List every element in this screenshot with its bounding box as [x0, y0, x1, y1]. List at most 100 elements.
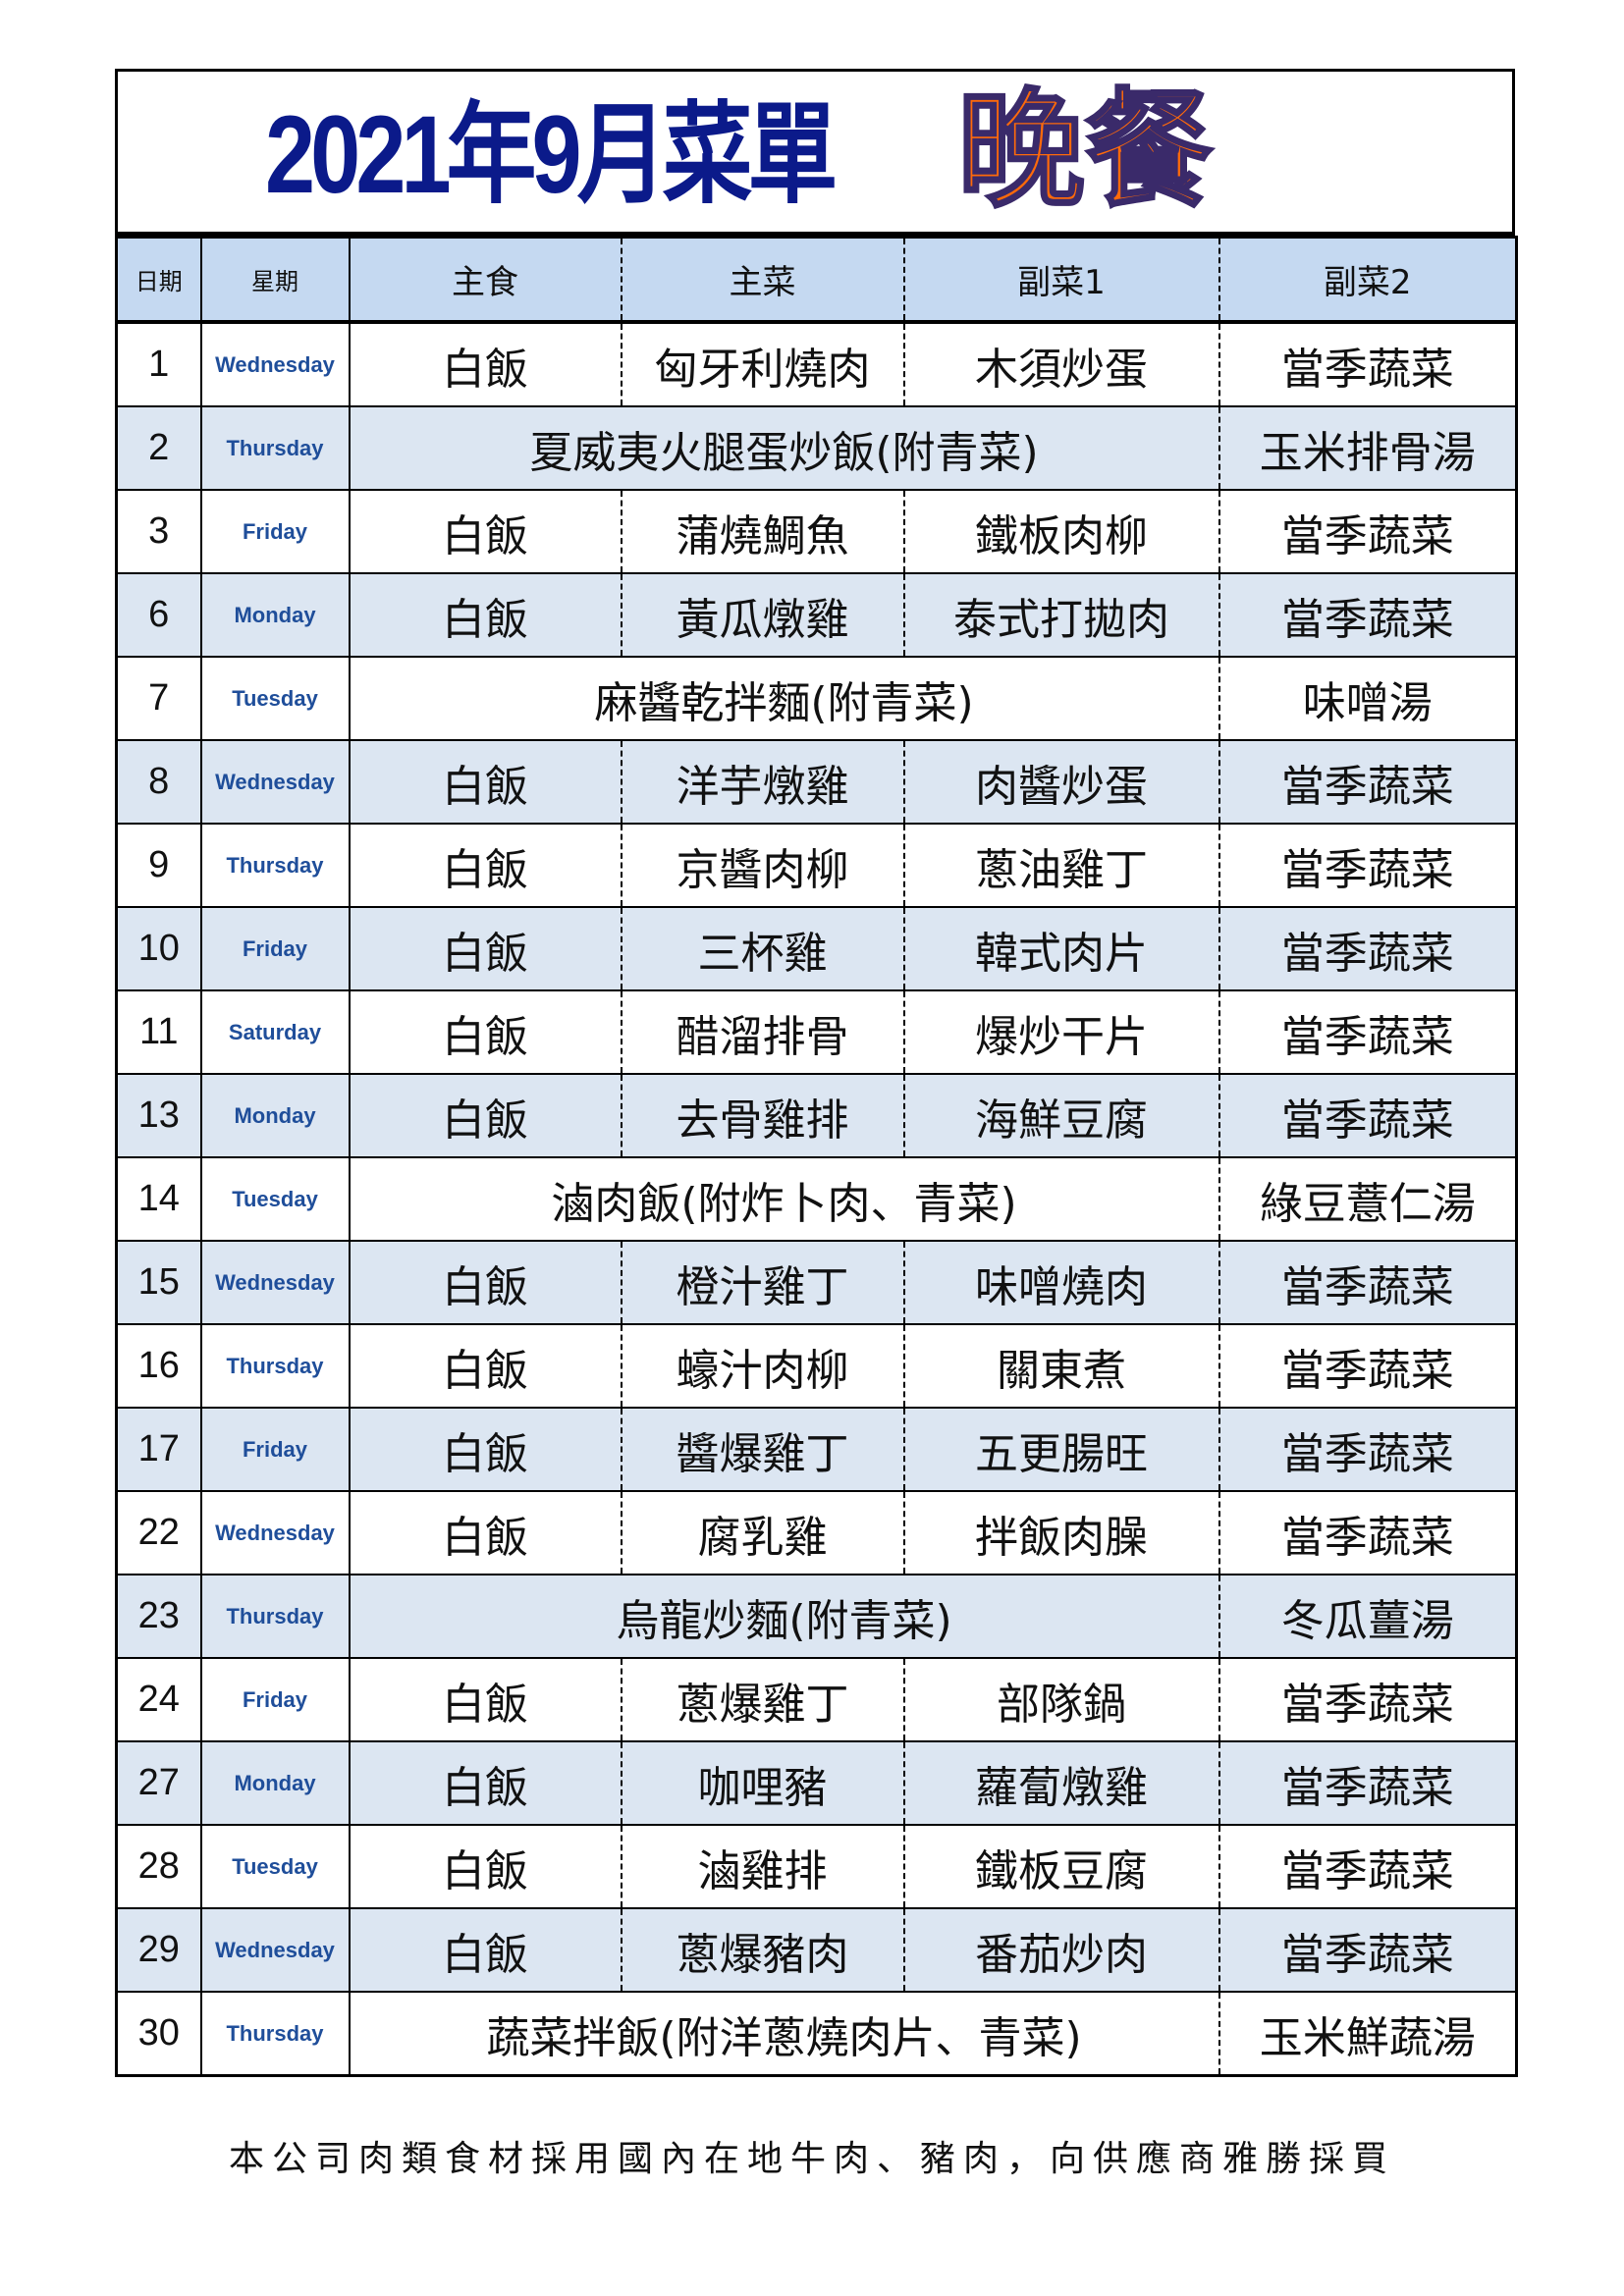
staple-cell: 白飯 — [348, 739, 623, 825]
main-dish-cell: 蔥爆豬肉 — [620, 1907, 905, 1993]
staple-cell: 白飯 — [348, 823, 623, 908]
title-box: 2021年9月菜單 晚餐 — [115, 69, 1515, 236]
side-dish-2-cell: 當季蔬菜 — [1218, 1740, 1518, 1826]
side-dish-2-cell: 當季蔬菜 — [1218, 989, 1518, 1075]
weekday-cell: Tuesday — [199, 656, 351, 741]
date-cell: 14 — [115, 1156, 202, 1242]
weekday-cell: Saturday — [199, 989, 351, 1075]
table-row: 11 Saturday 白飯 醋溜排骨 爆炒干片 當季蔬菜 — [115, 989, 1518, 1075]
date-cell: 13 — [115, 1073, 202, 1158]
table-row: 2 Thursday 夏威夷火腿蛋炒飯(附青菜) 玉米排骨湯 — [115, 405, 1518, 491]
side-dish-1-cell: 關東煮 — [902, 1323, 1220, 1409]
weekday-cell: Thursday — [199, 1574, 351, 1659]
weekday-cell: Wednesday — [199, 1490, 351, 1575]
staple-cell: 白飯 — [348, 1490, 623, 1575]
weekday-cell: Thursday — [199, 1323, 351, 1409]
staple-cell: 白飯 — [348, 1407, 623, 1492]
date-cell: 23 — [115, 1574, 202, 1659]
weekday-cell: Friday — [199, 489, 351, 574]
staple-cell: 白飯 — [348, 572, 623, 658]
weekday-cell: Thursday — [199, 405, 351, 491]
weekday-cell: Wednesday — [199, 1240, 351, 1325]
meal-title: 晚餐 — [955, 76, 1214, 225]
date-cell: 30 — [115, 1991, 202, 2077]
header-staple: 主食 — [348, 236, 623, 324]
table-row: 23 Thursday 烏龍炒麵(附青菜) 冬瓜薑湯 — [115, 1574, 1518, 1659]
main-dish-cell: 橙汁雞丁 — [620, 1240, 905, 1325]
side-dish-2-cell: 當季蔬菜 — [1218, 1240, 1518, 1325]
date-cell: 2 — [115, 405, 202, 491]
side-dish-2-cell: 冬瓜薑湯 — [1218, 1574, 1518, 1659]
side-dish-2-cell: 當季蔬菜 — [1218, 1490, 1518, 1575]
table-row: 28 Tuesday 白飯 滷雞排 鐵板豆腐 當季蔬菜 — [115, 1824, 1518, 1909]
staple-cell: 白飯 — [348, 989, 623, 1075]
combo-meal-cell: 夏威夷火腿蛋炒飯(附青菜) — [348, 405, 1220, 491]
main-dish-cell: 洋芋燉雞 — [620, 739, 905, 825]
main-dish-cell: 蒲燒鯛魚 — [620, 489, 905, 574]
side-dish-1-cell: 五更腸旺 — [902, 1407, 1220, 1492]
header-side2: 副菜2 — [1218, 236, 1518, 324]
combo-meal-cell: 烏龍炒麵(附青菜) — [348, 1574, 1220, 1659]
table-row: 14 Tuesday 滷肉飯(附炸卜肉、青菜) 綠豆薏仁湯 — [115, 1156, 1518, 1242]
weekday-cell: Tuesday — [199, 1824, 351, 1909]
table-row: 16 Thursday 白飯 蠔汁肉柳 關東煮 當季蔬菜 — [115, 1323, 1518, 1409]
table-row: 13 Monday 白飯 去骨雞排 海鮮豆腐 當季蔬菜 — [115, 1073, 1518, 1158]
weekday-cell: Tuesday — [199, 1156, 351, 1242]
side-dish-2-cell: 當季蔬菜 — [1218, 1657, 1518, 1742]
side-dish-1-cell: 爆炒干片 — [902, 989, 1220, 1075]
side-dish-1-cell: 韓式肉片 — [902, 906, 1220, 991]
main-dish-cell: 去骨雞排 — [620, 1073, 905, 1158]
date-cell: 15 — [115, 1240, 202, 1325]
side-dish-2-cell: 當季蔬菜 — [1218, 489, 1518, 574]
weekday-cell: Wednesday — [199, 321, 351, 407]
side-dish-2-cell: 味噌湯 — [1218, 656, 1518, 741]
staple-cell: 白飯 — [348, 1323, 623, 1409]
side-dish-1-cell: 部隊鍋 — [902, 1657, 1220, 1742]
date-cell: 7 — [115, 656, 202, 741]
table-row: 17 Friday 白飯 醬爆雞丁 五更腸旺 當季蔬菜 — [115, 1407, 1518, 1492]
date-cell: 3 — [115, 489, 202, 574]
date-cell: 17 — [115, 1407, 202, 1492]
menu-sheet: 2021年9月菜單 晚餐 日期 星期 主食 主菜 副菜1 副菜2 1 Wednes… — [115, 69, 1518, 2077]
date-cell: 8 — [115, 739, 202, 825]
side-dish-2-cell: 當季蔬菜 — [1218, 1407, 1518, 1492]
main-dish-cell: 蠔汁肉柳 — [620, 1323, 905, 1409]
weekday-cell: Monday — [199, 1073, 351, 1158]
side-dish-1-cell: 味噌燒肉 — [902, 1240, 1220, 1325]
table-row: 15 Wednesday 白飯 橙汁雞丁 味噌燒肉 當季蔬菜 — [115, 1240, 1518, 1325]
side-dish-1-cell: 海鮮豆腐 — [902, 1073, 1220, 1158]
side-dish-2-cell: 當季蔬菜 — [1218, 1824, 1518, 1909]
side-dish-1-cell: 番茄炒肉 — [902, 1907, 1220, 1993]
header-weekday: 星期 — [199, 236, 351, 324]
footer-note: 本公司肉類食材採用國內在地牛肉、豬肉，向供應商雅勝採買 — [228, 2139, 1395, 2179]
header-row: 日期 星期 主食 主菜 副菜1 副菜2 — [115, 236, 1518, 324]
weekday-cell: Wednesday — [199, 739, 351, 825]
date-cell: 1 — [115, 321, 202, 407]
staple-cell: 白飯 — [348, 1907, 623, 1993]
side-dish-1-cell: 蔥油雞丁 — [902, 823, 1220, 908]
main-dish-cell: 滷雞排 — [620, 1824, 905, 1909]
weekday-cell: Friday — [199, 906, 351, 991]
table-row: 8 Wednesday 白飯 洋芋燉雞 肉醬炒蛋 當季蔬菜 — [115, 739, 1518, 825]
side-dish-2-cell: 當季蔬菜 — [1218, 739, 1518, 825]
weekday-cell: Friday — [199, 1407, 351, 1492]
table-row: 6 Monday 白飯 黃瓜燉雞 泰式打拋肉 當季蔬菜 — [115, 572, 1518, 658]
staple-cell: 白飯 — [348, 906, 623, 991]
side-dish-2-cell: 綠豆薏仁湯 — [1218, 1156, 1518, 1242]
weekday-cell: Monday — [199, 1740, 351, 1826]
main-dish-cell: 醬爆雞丁 — [620, 1407, 905, 1492]
weekday-cell: Friday — [199, 1657, 351, 1742]
main-dish-cell: 醋溜排骨 — [620, 989, 905, 1075]
date-cell: 9 — [115, 823, 202, 908]
side-dish-1-cell: 鐵板肉柳 — [902, 489, 1220, 574]
header-date: 日期 — [115, 236, 202, 324]
table-row: 3 Friday 白飯 蒲燒鯛魚 鐵板肉柳 當季蔬菜 — [115, 489, 1518, 574]
date-cell: 27 — [115, 1740, 202, 1826]
side-dish-1-cell: 蘿蔔燉雞 — [902, 1740, 1220, 1826]
side-dish-2-cell: 玉米鮮蔬湯 — [1218, 1991, 1518, 2077]
main-dish-cell: 腐乳雞 — [620, 1490, 905, 1575]
staple-cell: 白飯 — [348, 489, 623, 574]
combo-meal-cell: 蔬菜拌飯(附洋蔥燒肉片、青菜) — [348, 1991, 1220, 2077]
date-cell: 16 — [115, 1323, 202, 1409]
date-cell: 22 — [115, 1490, 202, 1575]
